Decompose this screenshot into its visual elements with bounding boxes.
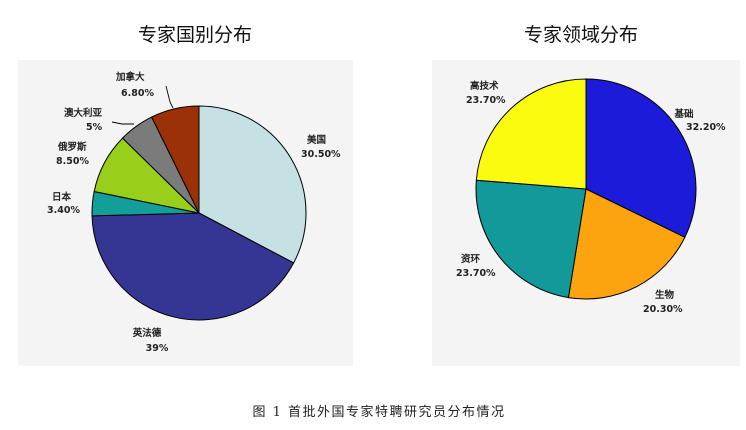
- field-pie: [475, 78, 697, 300]
- slice-label-russia: 俄罗斯: [57, 141, 87, 153]
- slice-value-australia: 5%: [86, 122, 103, 133]
- left-chart-title: 专家国别分布: [138, 24, 252, 46]
- slice-value-basic: 32.20%: [686, 122, 726, 133]
- slice-value-uk-fr-de: 39%: [146, 343, 169, 354]
- slice-label-basic: 基础: [673, 108, 694, 120]
- slice-label-usa: 美国: [306, 134, 326, 146]
- right-chart-title: 专家领域分布: [524, 24, 638, 46]
- slice-value-bio: 20.30%: [643, 304, 683, 315]
- slice-value-canada: 6.80%: [121, 88, 154, 99]
- slice-label-japan: 日本: [52, 191, 72, 203]
- slice-label-canada: 加拿大: [115, 71, 145, 83]
- slice-value-env: 23.70%: [456, 268, 496, 279]
- country-pie: [91, 105, 307, 321]
- slice-label-australia: 澳大利亚: [64, 107, 103, 119]
- leader-line-canada: [165, 85, 174, 109]
- slice-value-usa: 30.50%: [301, 149, 341, 160]
- slice-value-russia: 8.50%: [56, 156, 89, 167]
- right-pie-labels: 基础 32.20% 生物 20.30% 资环 23.70% 高技术 23.70%: [456, 80, 726, 315]
- field-slice-1: [585, 78, 697, 238]
- country-slice-2: [91, 212, 295, 321]
- slice-label-hitech: 高技术: [470, 80, 499, 92]
- country-slice-6: [151, 105, 200, 214]
- slice-value-japan: 3.40%: [47, 205, 80, 216]
- slice-value-hitech: 23.70%: [466, 95, 506, 106]
- figure-caption: 图 1 首批外国专家特聘研究员分布情况: [252, 404, 505, 420]
- slice-label-uk-fr-de: 英法德: [133, 327, 162, 339]
- field-slice-4: [475, 78, 587, 190]
- field-slice-3: [475, 179, 587, 299]
- country-slice-1: [198, 105, 307, 264]
- left-pie-labels: 美国 30.50% 英法德 39% 日本 3.40% 俄罗斯 8.50% 澳大利…: [47, 71, 341, 354]
- slice-label-env: 资环: [461, 253, 481, 265]
- field-slice-2: [567, 188, 686, 300]
- leader-line-australia: [111, 121, 134, 125]
- slice-label-bio: 生物: [655, 289, 675, 301]
